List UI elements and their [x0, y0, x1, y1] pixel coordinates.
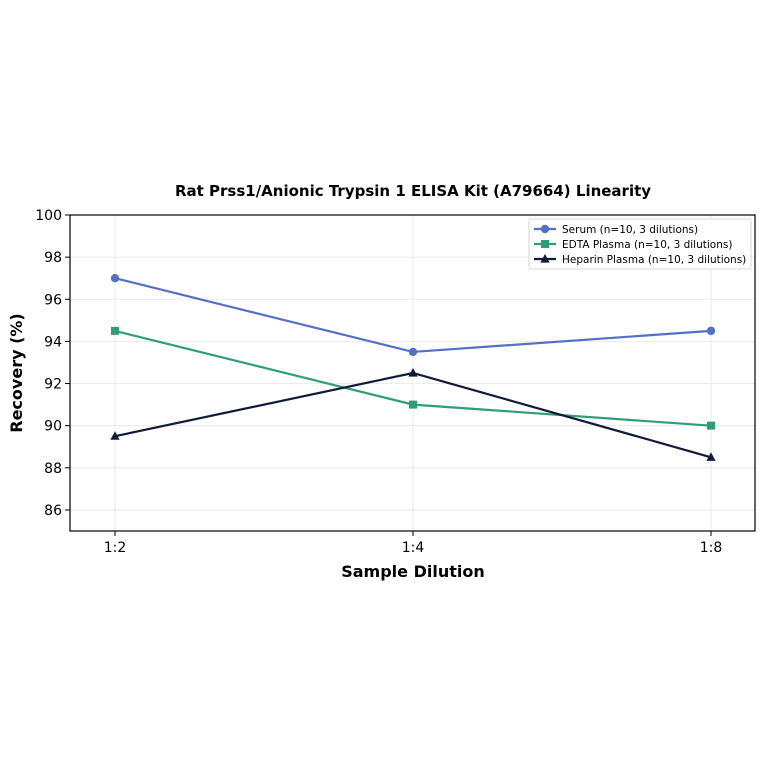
y-tick-label: 98	[44, 250, 62, 266]
y-tick-label: 86	[44, 503, 62, 519]
series-layer	[110, 274, 716, 461]
data-point	[706, 326, 716, 336]
ticks: 86 88 90 92 94 96 98 100 1:2 1:4 1:8	[35, 208, 722, 556]
data-point	[408, 347, 418, 357]
legend-marker	[540, 254, 550, 263]
y-tick-label: 92	[44, 377, 62, 393]
chart-title: Rat Prss1/Anionic Trypsin 1 ELISA Kit (A…	[175, 182, 651, 200]
legend: Serum (n=10, 3 dilutions) EDTA Plasma (n=…	[528, 218, 752, 270]
data-point	[409, 400, 417, 409]
series-3	[110, 368, 716, 461]
x-tick-label: 1:8	[700, 540, 723, 556]
x-tick-label: 1:2	[104, 540, 127, 556]
y-tick-label: 96	[44, 292, 62, 308]
legend-label: EDTA Plasma (n=10, 3 dilutions)	[562, 239, 732, 251]
y-tick-label: 88	[44, 461, 62, 477]
legend-item: Heparin Plasma (n=10, 3 dilutions)	[534, 254, 746, 266]
x-tick-label: 1:4	[402, 540, 425, 556]
data-point	[706, 452, 716, 461]
y-axis-label: Recovery (%)	[7, 313, 26, 432]
y-tick-label: 90	[44, 419, 62, 435]
data-point	[110, 274, 120, 283]
y-tick-label: 94	[44, 334, 62, 350]
data-point	[408, 368, 418, 377]
legend-item: EDTA Plasma (n=10, 3 dilutions)	[534, 239, 732, 251]
x-axis-label: Sample Dilution	[341, 562, 485, 581]
series-1	[110, 274, 716, 357]
legend-item: Serum (n=10, 3 dilutions)	[534, 224, 698, 236]
legend-label: Heparin Plasma (n=10, 3 dilutions)	[562, 254, 746, 266]
legend-marker	[540, 224, 550, 234]
series-2	[111, 326, 715, 430]
data-point	[110, 431, 120, 440]
legend-marker	[541, 240, 549, 248]
data-point	[707, 421, 715, 430]
legend-box	[528, 218, 752, 270]
y-tick-label: 100	[35, 208, 62, 224]
data-point	[111, 326, 119, 335]
legend-label: Serum (n=10, 3 dilutions)	[562, 224, 698, 236]
